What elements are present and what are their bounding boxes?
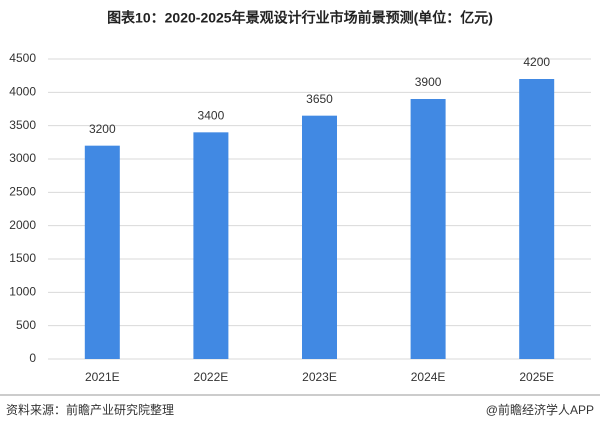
y-tick-label: 3500 bbox=[9, 118, 36, 132]
value-label: 3200 bbox=[89, 122, 116, 136]
x-tick-label: 2024E bbox=[411, 370, 446, 384]
bar bbox=[84, 145, 120, 359]
y-tick-label: 4000 bbox=[9, 85, 36, 99]
x-tick-label: 2021E bbox=[85, 370, 120, 384]
value-label: 3900 bbox=[415, 75, 442, 89]
y-tick-label: 1000 bbox=[9, 285, 36, 299]
y-tick-label: 2000 bbox=[9, 218, 36, 232]
y-tick-label: 1500 bbox=[9, 251, 36, 265]
chart-title: 图表10：2020-2025年景观设计行业市场前景预测(单位：亿元) bbox=[107, 10, 493, 26]
y-tick-label: 4500 bbox=[9, 51, 36, 65]
x-tick-label: 2025E bbox=[519, 370, 554, 384]
y-tick-label: 2500 bbox=[9, 185, 36, 199]
bar bbox=[302, 115, 337, 360]
y-tick-label: 0 bbox=[29, 351, 36, 365]
value-label: 3650 bbox=[306, 92, 333, 106]
source: 资料来源：前瞻产业研究院整理 bbox=[6, 402, 174, 417]
x-tick-label: 2022E bbox=[194, 370, 229, 384]
y-tick-label: 3000 bbox=[9, 151, 36, 165]
y-tick-label: 500 bbox=[16, 318, 36, 332]
bar bbox=[410, 99, 446, 359]
value-label: 4200 bbox=[523, 55, 550, 69]
value-label: 3400 bbox=[198, 109, 225, 123]
bar bbox=[193, 132, 229, 359]
bar bbox=[519, 79, 555, 359]
x-tick-label: 2023E bbox=[302, 370, 337, 384]
credit: @前瞻经济学人APP bbox=[486, 402, 594, 417]
